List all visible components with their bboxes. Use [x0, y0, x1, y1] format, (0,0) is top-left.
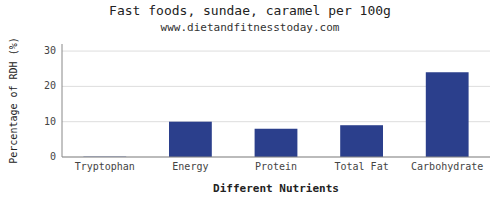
chart-svg: Fast foods, sundae, caramel per 100g www.…: [0, 0, 500, 200]
y-tick-label: 20: [44, 80, 56, 91]
x-axis-label: Different Nutrients: [213, 182, 339, 195]
grid-line: [62, 51, 490, 52]
bar: [169, 122, 212, 157]
bar: [426, 72, 469, 157]
x-tick-label: Total Fat: [335, 161, 389, 172]
title: Fast foods, sundae, caramel per 100g: [109, 3, 391, 18]
y-axis-label: Percentage of RDH (%): [8, 37, 19, 163]
x-tick-label: Tryptophan: [75, 161, 135, 172]
chart-container: Fast foods, sundae, caramel per 100g www.…: [0, 0, 500, 200]
y-tick-label: 0: [50, 151, 56, 162]
bar: [255, 129, 298, 157]
y-tick-label: 10: [44, 116, 56, 127]
x-tick-label: Carbohydrate: [411, 161, 483, 172]
bars: [83, 72, 468, 157]
x-axis-line: [62, 157, 490, 158]
y-tick-label: 30: [44, 45, 56, 56]
grid: [62, 51, 490, 157]
grid-line: [62, 157, 490, 158]
subtitle: www.dietandfitnesstoday.com: [161, 21, 340, 34]
bar: [340, 125, 383, 157]
y-axis-line: [62, 44, 63, 157]
x-tick-label: Energy: [172, 161, 208, 172]
page: {"chart_data": {"type": "bar", "title": …: [0, 0, 500, 200]
x-tick-label: Protein: [255, 161, 297, 172]
